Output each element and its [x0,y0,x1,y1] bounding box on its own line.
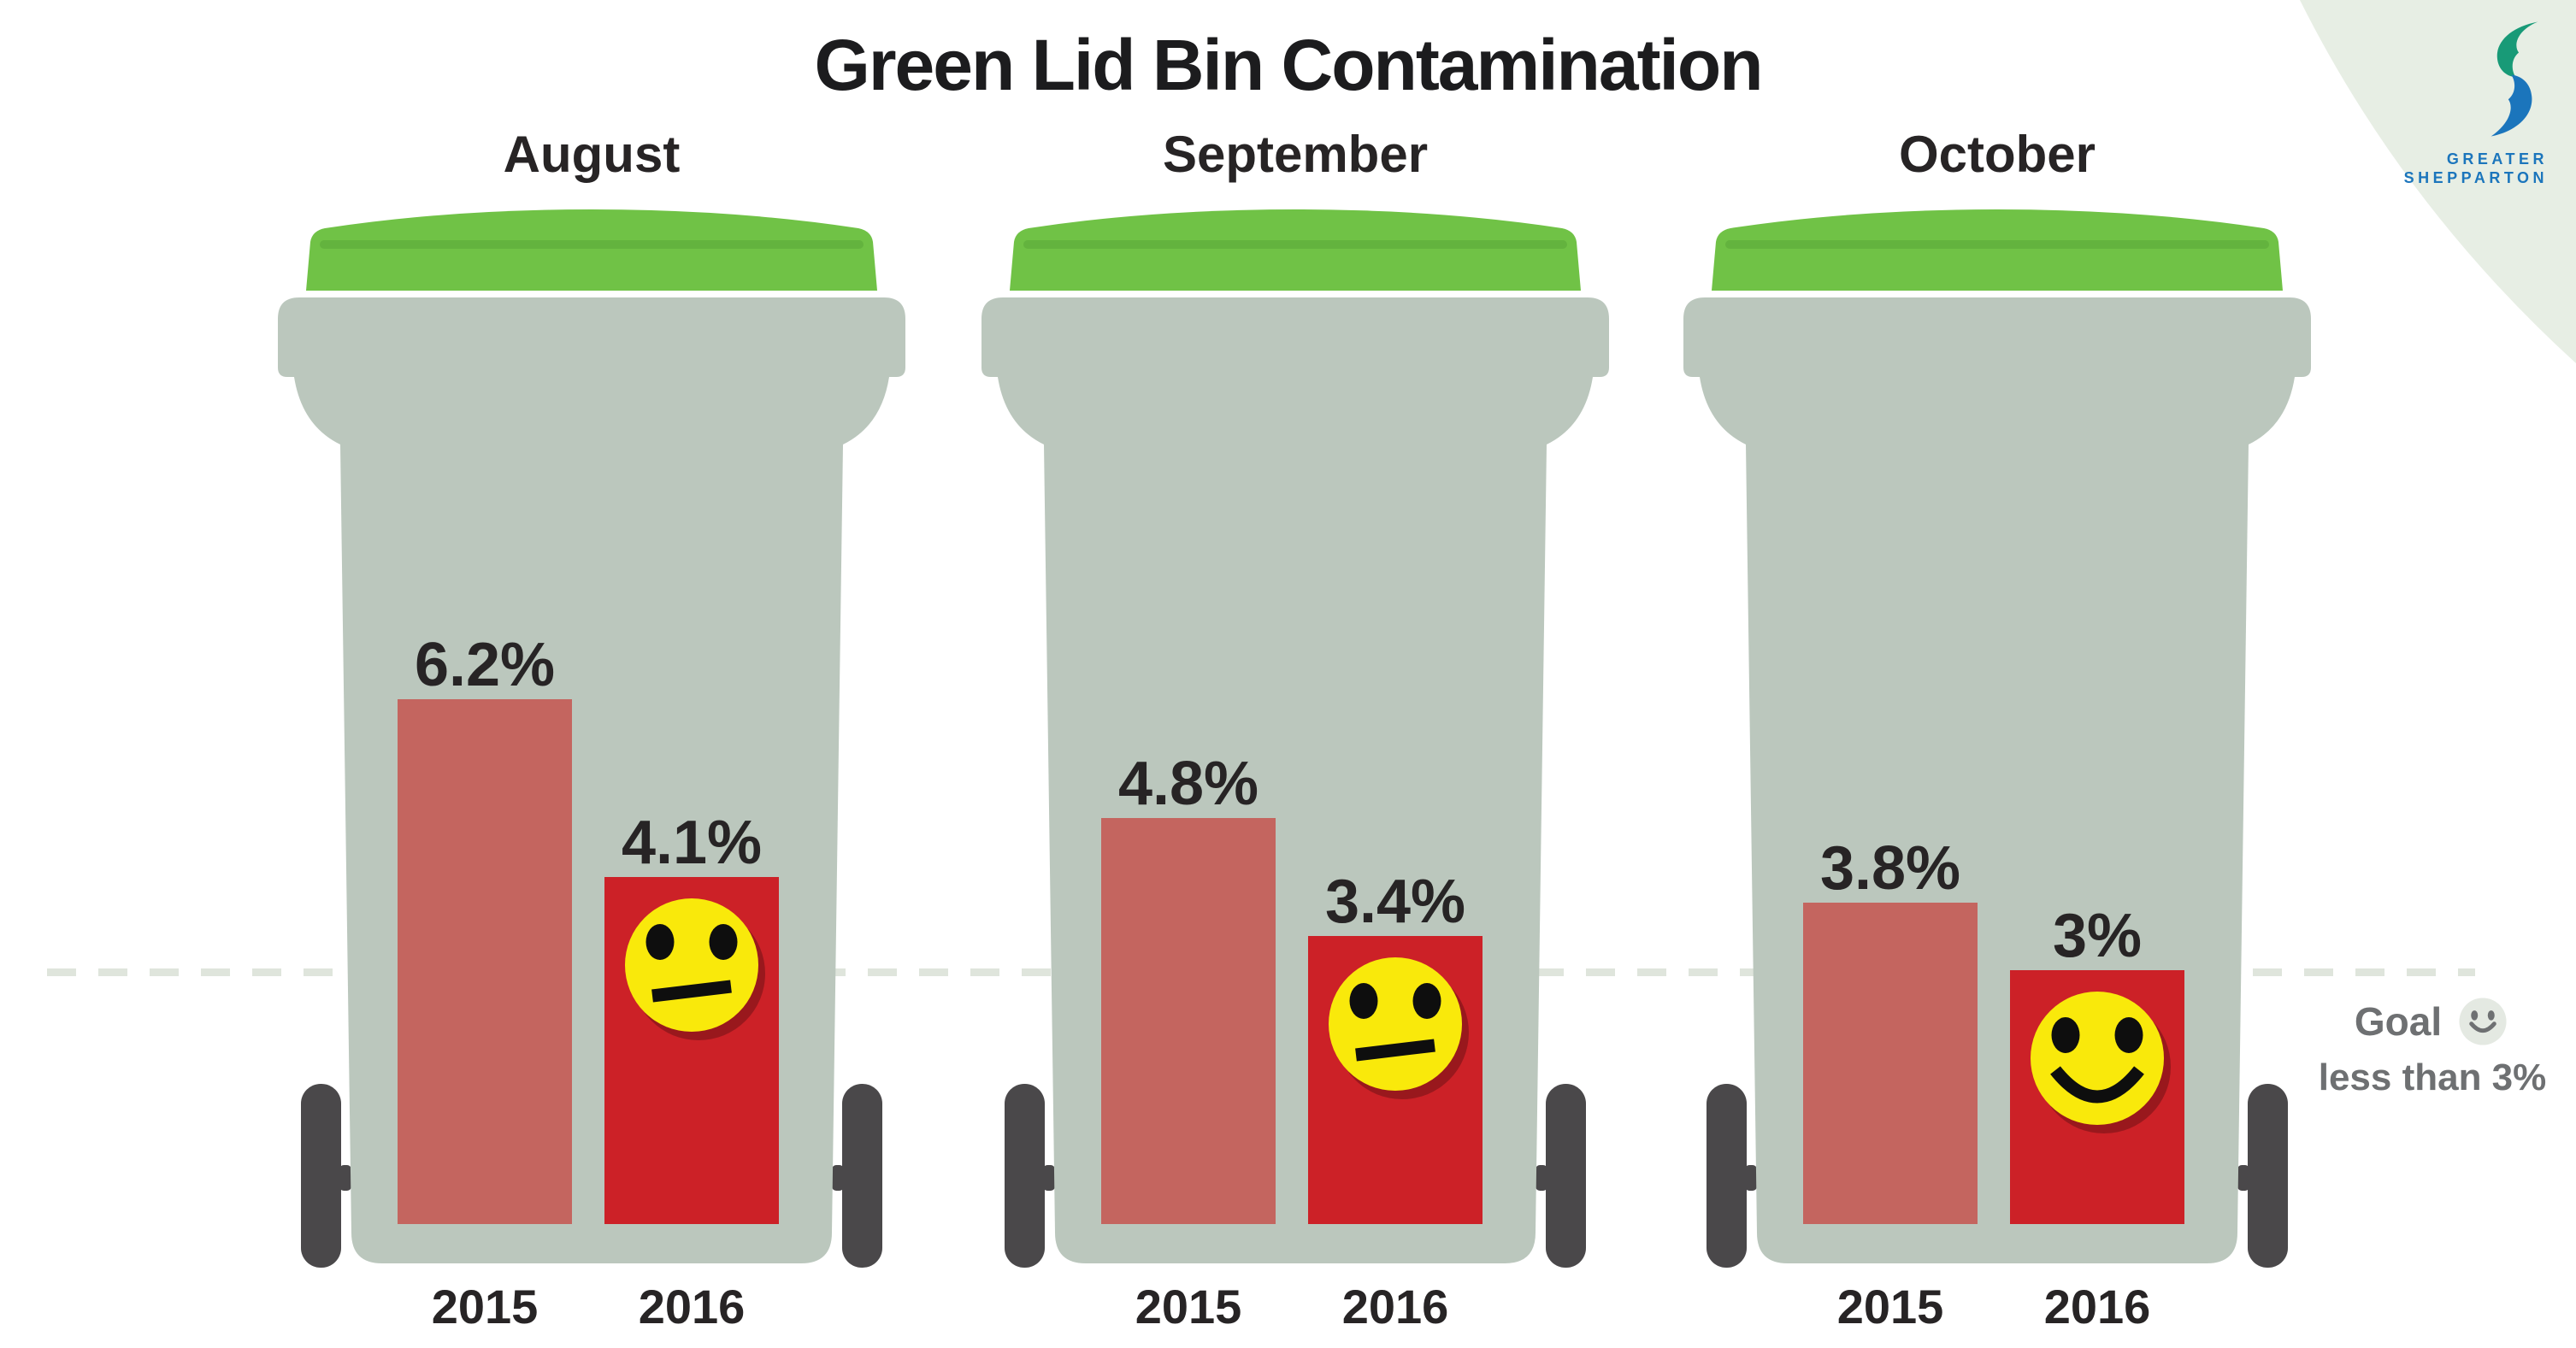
page-title: Green Lid Bin Contamination [814,25,1763,105]
wheelie-bin-illustration [1683,209,2311,1268]
value-label-2016: 3.4% [1324,868,1466,937]
bin-body [998,377,1593,1263]
year-label-2016: 2016 [1341,1280,1449,1333]
corner-triangle-decoration [2300,0,2576,363]
brand-name-line1: GREATER [2446,150,2548,168]
s-swirl-icon [2491,21,2538,137]
mood-face-icon [1329,957,1469,1100]
right-axle [2237,1165,2249,1191]
goal-smiley-icon [2459,998,2507,1045]
value-label-2015: 4.8% [1117,749,1259,818]
month-label: August [503,126,681,183]
bin-body [1700,377,2295,1263]
month-label: October [1898,126,2096,183]
left-wheel [1005,1084,1045,1268]
brand-name: GREATER SHEPPARTON [2404,150,2548,188]
value-label-2015: 3.8% [1819,833,1961,903]
left-axle [1043,1165,1055,1191]
bin-flange [1683,297,2311,377]
lid-groove [320,240,864,249]
year-label-2015: 2015 [1836,1280,1944,1333]
goal-sublabel: less than 3% [2318,1057,2547,1098]
lid-groove [1023,240,1567,249]
green-lid [306,209,877,291]
value-label-2016: 3% [2052,901,2143,970]
green-lid [1712,209,2283,291]
year-label-2015: 2015 [431,1280,539,1333]
bin-flange [278,297,905,377]
month-label: September [1162,126,1429,183]
brand-name-line2: SHEPPARTON [2403,168,2548,186]
left-wheel [1707,1084,1747,1268]
month-bin-group: August 6.2% 4.1% 2015 2 [278,0,905,1348]
bar-2015 [1803,902,1978,1224]
right-axle [1536,1165,1547,1191]
bar-2015 [398,699,572,1224]
right-wheel [1546,1084,1586,1268]
mood-face-icon [625,898,765,1041]
goal-label: Goal [2354,999,2443,1044]
bar-2015 [1101,817,1276,1224]
month-bin-group: October 3.8% 3% 2015 20 [1683,0,2311,1348]
year-label-2016: 2016 [638,1280,746,1333]
year-label-2016: 2016 [2043,1280,2151,1333]
green-lid [1010,209,1581,291]
lid-groove [1725,240,2269,249]
left-axle [339,1165,351,1191]
goal-annotation: Goal less than 3% [2261,993,2576,1099]
wheelie-bin-illustration [278,209,905,1268]
left-axle [1745,1165,1757,1191]
wheelie-bin-illustration [981,209,1609,1268]
right-wheel [2248,1084,2288,1268]
left-wheel [301,1084,341,1268]
mood-face-icon [2031,992,2171,1133]
right-axle [832,1165,844,1191]
bin-flange [981,297,1609,377]
month-bin-group: September 4.8% 3.4% 2015 [981,0,1609,1348]
value-label-2016: 4.1% [621,809,763,878]
value-label-2015: 6.2% [414,631,556,700]
right-wheel [842,1084,882,1268]
year-label-2015: 2015 [1135,1280,1242,1333]
